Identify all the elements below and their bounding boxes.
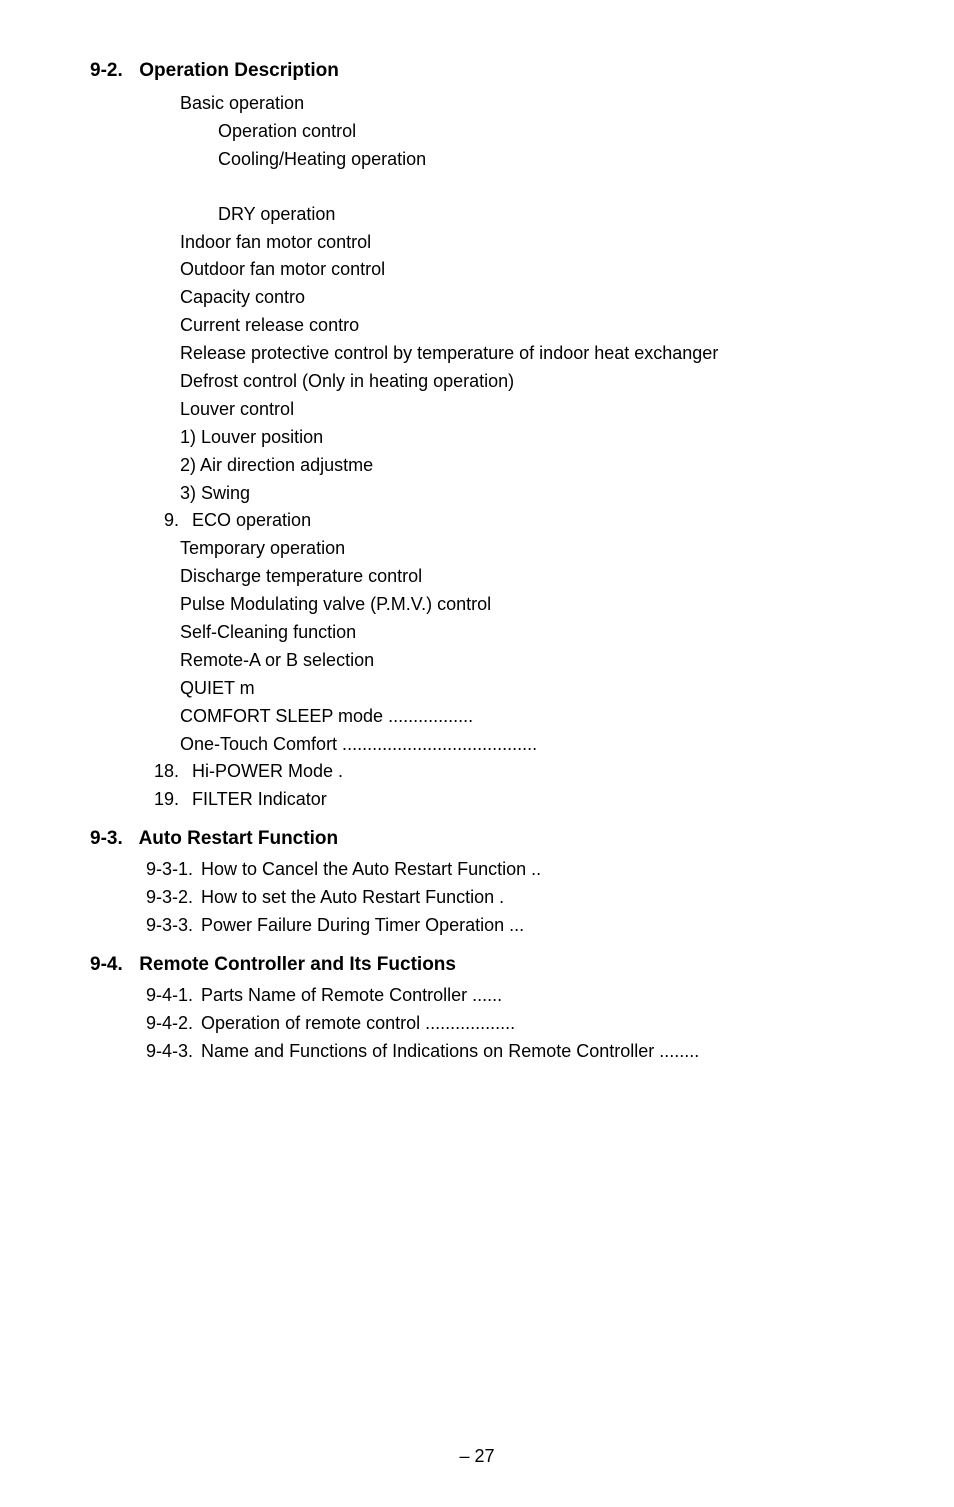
item-indoor-fan: Indoor fan motor control: [180, 229, 864, 257]
section-9-3-heading: 9-3. Auto Restart Function: [90, 828, 864, 850]
n-9-4-2: 9-4-2.: [146, 1010, 196, 1038]
section-9-3-title: Auto Restart Function: [139, 828, 339, 849]
section-9-4-title: Remote Controller and Its Fuctions: [139, 954, 456, 975]
item-eco: 9. ECO operation: [146, 507, 864, 535]
item-one-touch: One-Touch Comfort ......................…: [180, 731, 864, 759]
hipower-num: 18.: [146, 758, 179, 786]
section-9-2-title: Operation Description: [139, 60, 339, 81]
louver-2-num: 2): [180, 455, 196, 475]
filter-num: 19.: [146, 786, 179, 814]
t-9-4-1: Parts Name of Remote Controller ......: [201, 985, 502, 1005]
filter-text: FILTER Indicator: [192, 789, 327, 809]
section-9-2-num: 9-2.: [90, 60, 134, 82]
item-quiet: QUIET m: [180, 675, 864, 703]
item-basic-operation: Basic operation: [180, 90, 864, 118]
item-9-3-3: 9-3-3. Power Failure During Timer Operat…: [146, 912, 864, 940]
item-current-release: Current release contro: [180, 312, 864, 340]
t-9-3-2: How to set the Auto Restart Function .: [201, 887, 504, 907]
item-louver-3: 3) Swing: [180, 480, 864, 508]
louver-3-text: Swing: [201, 483, 250, 503]
item-remote-ab: Remote-A or B selection: [180, 647, 864, 675]
page-number: – 27: [90, 1446, 864, 1467]
item-9-4-1: 9-4-1. Parts Name of Remote Controller .…: [146, 982, 864, 1010]
item-pmv: Pulse Modulating valve (P.M.V.) control: [180, 591, 864, 619]
item-discharge-temp: Discharge temperature control: [180, 563, 864, 591]
section-9-3-num: 9-3.: [90, 828, 134, 850]
item-defrost-control: Defrost control (Only in heating operati…: [180, 368, 864, 396]
item-9-3-2: 9-3-2. How to set the Auto Restart Funct…: [146, 884, 864, 912]
item-capacity-control: Capacity contro: [180, 284, 864, 312]
item-dry-operation: DRY operation: [218, 201, 864, 229]
hipower-text: Hi-POWER Mode .: [192, 761, 343, 781]
section-9-4-heading: 9-4. Remote Controller and Its Fuctions: [90, 954, 864, 976]
item-outdoor-fan: Outdoor fan motor control: [180, 256, 864, 284]
t-9-4-3: Name and Functions of Indications on Rem…: [201, 1041, 699, 1061]
item-louver-1: 1) Louver position: [180, 424, 864, 452]
n-9-4-3: 9-4-3.: [146, 1038, 196, 1066]
section-9-4-num: 9-4.: [90, 954, 134, 976]
louver-1-num: 1): [180, 427, 196, 447]
louver-3-num: 3): [180, 483, 196, 503]
item-louver-2: 2) Air direction adjustme: [180, 452, 864, 480]
n-9-3-1: 9-3-1.: [146, 856, 196, 884]
item-comfort-sleep: COMFORT SLEEP mode .................: [180, 703, 864, 731]
item-9-4-3: 9-4-3. Name and Functions of Indications…: [146, 1038, 864, 1066]
item-operation-control: Operation control: [218, 118, 864, 146]
eco-text: ECO operation: [192, 510, 311, 530]
item-louver-control: Louver control: [180, 396, 864, 424]
section-9-2-heading: 9-2. Operation Description: [90, 60, 864, 82]
item-self-cleaning: Self-Cleaning function: [180, 619, 864, 647]
louver-1-text: Louver position: [201, 427, 323, 447]
t-9-3-3: Power Failure During Timer Operation ...: [201, 915, 524, 935]
eco-num: 9.: [146, 507, 179, 535]
n-9-3-3: 9-3-3.: [146, 912, 196, 940]
n-9-3-2: 9-3-2.: [146, 884, 196, 912]
item-temporary: Temporary operation: [180, 535, 864, 563]
n-9-4-1: 9-4-1.: [146, 982, 196, 1010]
item-9-4-2: 9-4-2. Operation of remote control .....…: [146, 1010, 864, 1038]
t-9-3-1: How to Cancel the Auto Restart Function …: [201, 859, 541, 879]
item-hipower: 18. Hi-POWER Mode .: [146, 758, 864, 786]
item-release-protective: Release protective control by temperatur…: [180, 340, 864, 368]
item-9-3-1: 9-3-1. How to Cancel the Auto Restart Fu…: [146, 856, 864, 884]
louver-2-text: Air direction adjustme: [200, 455, 373, 475]
blank-line: [90, 174, 864, 201]
item-filter: 19. FILTER Indicator: [146, 786, 864, 814]
t-9-4-2: Operation of remote control ............…: [201, 1013, 515, 1033]
item-cooling-heating: Cooling/Heating operation: [218, 146, 864, 174]
